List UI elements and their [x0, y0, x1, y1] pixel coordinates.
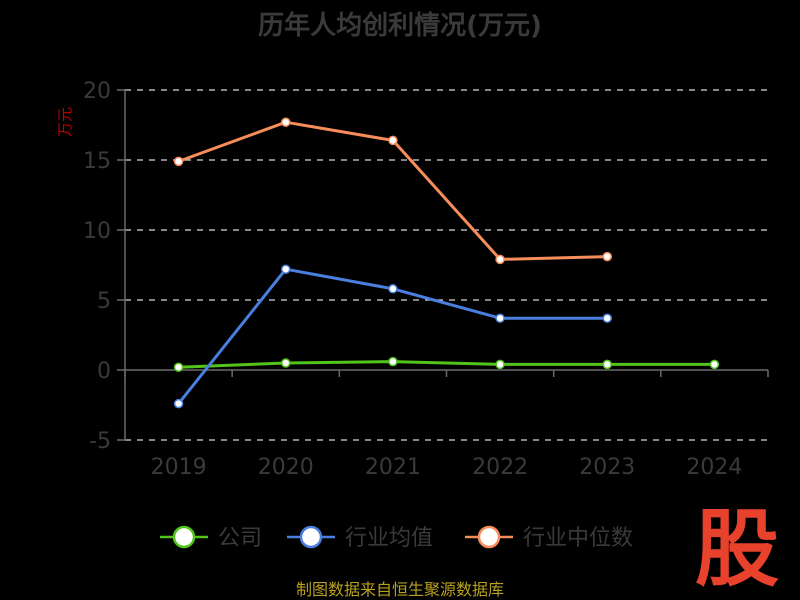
legend-marker: [477, 525, 501, 549]
data-point: [495, 359, 505, 370]
data-point: [388, 356, 398, 367]
data-point: [602, 251, 612, 262]
legend-marker: [172, 525, 196, 549]
data-point: [602, 313, 612, 323]
x-tick-label: 2024: [686, 455, 742, 480]
data-source: 制图数据来自恒生聚源数据库: [296, 580, 504, 599]
x-tick-label: 2019: [151, 455, 207, 480]
legend-item[interactable]: 行业均值: [287, 525, 433, 551]
legend-label: 行业中位数: [523, 526, 633, 551]
axes: -5 0 5 10 15 20 2019 2020 2021 2022 2023 2024: [83, 79, 769, 480]
data-point: [388, 135, 398, 146]
data-point: [173, 156, 184, 167]
legend-item[interactable]: 行业中位数: [465, 525, 633, 551]
data-point: [495, 313, 505, 323]
legend-marker: [299, 525, 323, 549]
brand-logo: 股: [695, 500, 779, 598]
grid-lines: [125, 89, 768, 441]
data-point: [388, 284, 398, 294]
data-point: [281, 264, 291, 274]
series-lines: [173, 117, 720, 409]
y-tick-label: -5: [89, 429, 111, 454]
data-point: [281, 358, 291, 368]
y-tick-label: 5: [97, 289, 111, 314]
data-point: [173, 362, 184, 372]
x-tick-label: 2020: [258, 455, 314, 480]
y-axis-unit: 万元: [56, 107, 74, 137]
x-tick-label: 2022: [472, 455, 528, 480]
y-tick-label: 15: [83, 149, 111, 174]
x-tick-label: 2021: [365, 455, 421, 480]
y-tick-label: 0: [97, 359, 111, 384]
data-point: [709, 359, 720, 370]
chart-title: 历年人均创利情况(万元): [258, 10, 542, 41]
legend-label: 行业均值: [345, 526, 433, 551]
data-point: [495, 254, 505, 265]
x-tick-label: 2023: [579, 455, 635, 480]
y-tick-label: 20: [83, 79, 111, 104]
legend-item[interactable]: 公司: [160, 525, 262, 551]
legend-label: 公司: [218, 526, 262, 551]
series-line: [178, 360, 715, 369]
legend: 公司 行业均值 行业中位数: [160, 525, 633, 551]
data-point: [602, 359, 612, 370]
data-point: [173, 398, 184, 409]
data-point: [281, 117, 291, 127]
y-tick-label: 10: [83, 219, 111, 244]
